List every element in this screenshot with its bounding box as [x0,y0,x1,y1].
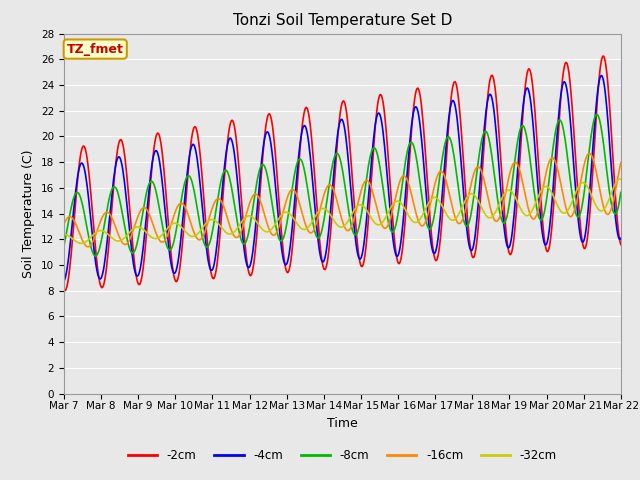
Title: Tonzi Soil Temperature Set D: Tonzi Soil Temperature Set D [233,13,452,28]
Legend: -2cm, -4cm, -8cm, -16cm, -32cm: -2cm, -4cm, -8cm, -16cm, -32cm [123,444,562,467]
Text: TZ_fmet: TZ_fmet [67,43,124,56]
Y-axis label: Soil Temperature (C): Soil Temperature (C) [22,149,35,278]
X-axis label: Time: Time [327,417,358,430]
